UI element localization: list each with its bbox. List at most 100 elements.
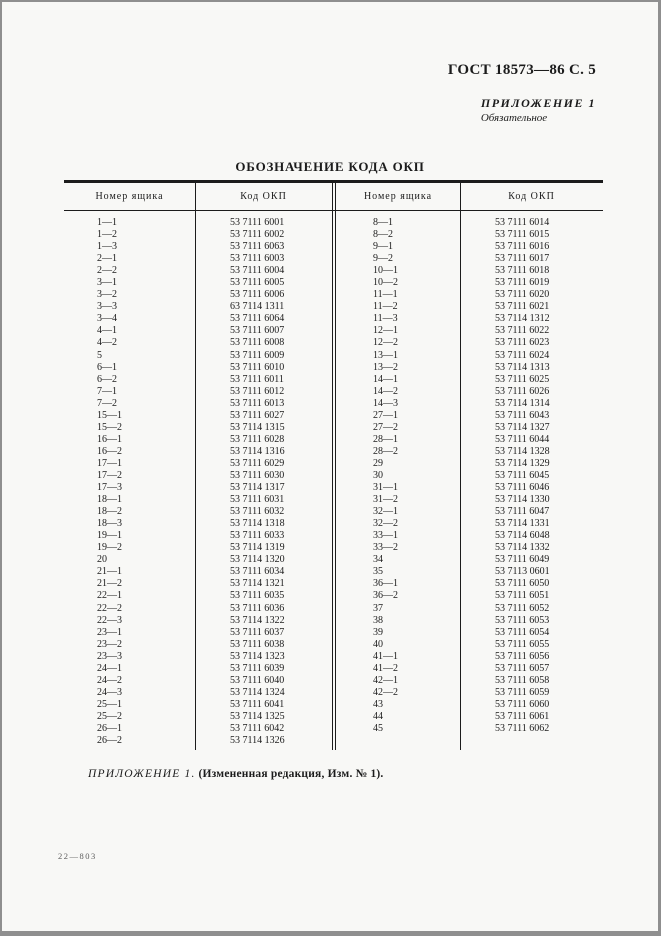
table-row: 41—2 53 7111 6057 — [336, 663, 603, 675]
okp-code-cell: 63 7114 1311 — [230, 301, 285, 313]
box-number-cell: 12—2 — [373, 337, 398, 349]
okp-code-cell: 53 7114 6048 — [495, 530, 550, 542]
okp-code-cell: 53 7111 6047 — [495, 506, 550, 518]
okp-code-cell: 53 7111 6005 — [230, 277, 285, 289]
okp-code-cell: 53 7111 6046 — [495, 482, 550, 494]
okp-code-cell: 53 7111 6012 — [230, 385, 285, 397]
okp-code-cell: 53 7113 0601 — [495, 566, 550, 578]
table-row: 22—3 53 7114 1322 — [64, 615, 332, 627]
okp-code-cell: 53 7114 1322 — [230, 614, 285, 626]
table-row: 19—2 53 7114 1319 — [64, 542, 332, 554]
box-number-cell: 42—1 — [373, 674, 398, 686]
box-number-cell: 8—1 — [373, 217, 393, 228]
okp-code-cell: 53 7114 1327 — [495, 421, 550, 433]
okp-code-cell: 53 7111 6041 — [230, 698, 285, 710]
table-row: 32—2 53 7114 1331 — [336, 518, 603, 530]
okp-code-cell: 53 7111 6052 — [495, 602, 550, 614]
box-number-cell: 33—2 — [373, 542, 398, 554]
table-row: 16—2 53 7114 1316 — [64, 446, 332, 458]
box-number-cell: 18—3 — [97, 518, 122, 530]
table-row: 1—3 53 7111 6063 — [64, 241, 332, 253]
table-body: 1—1 53 7111 6001 1—2 53 7111 6002 1—3 53… — [64, 211, 603, 750]
okp-code-cell: 53 7111 6045 — [495, 469, 550, 481]
box-number-cell: 22—1 — [97, 590, 122, 602]
box-number-cell: 24—2 — [97, 674, 122, 686]
okp-code-cell: 53 7114 1320 — [230, 554, 285, 566]
okp-code-cell: 53 7111 6020 — [495, 289, 550, 301]
table-row: 17—2 53 7111 6030 — [64, 470, 332, 482]
okp-code-cell: 53 7114 1331 — [495, 518, 550, 530]
table-row: 41—1 53 7111 6056 — [336, 651, 603, 663]
okp-code-cell: 53 7114 1315 — [230, 421, 285, 433]
table-row: 32—1 53 7111 6047 — [336, 506, 603, 518]
table-row: 8—2 53 7111 6015 — [336, 229, 603, 241]
table-row: 34 53 7111 6049 — [336, 554, 603, 566]
box-number-cell: 34 — [373, 554, 383, 566]
okp-code-table: Номер ящика Код ОКП Номер ящика Код ОКП … — [64, 180, 603, 750]
box-number-cell: 19—1 — [97, 530, 122, 542]
table-row: 15—2 53 7114 1315 — [64, 422, 332, 434]
box-number-cell: 24—1 — [97, 662, 122, 674]
table-row: 13—1 53 7111 6024 — [336, 350, 603, 362]
box-number-cell: 12—1 — [373, 325, 398, 337]
okp-code-cell: 53 7111 6011 — [230, 373, 284, 385]
box-number-cell: 18—2 — [97, 506, 122, 518]
table-row: 18—1 53 7111 6031 — [64, 494, 332, 506]
table-row: 42—2 53 7111 6059 — [336, 687, 603, 699]
box-number-cell: 4—1 — [97, 325, 117, 337]
okp-code-cell: 53 7114 1321 — [230, 578, 285, 590]
table-row: 3—2 53 7111 6006 — [64, 289, 332, 301]
box-number-cell: 11—3 — [373, 313, 398, 325]
table-row: 6—2 53 7111 6011 — [64, 374, 332, 386]
okp-code-cell: 53 7111 6001 — [230, 217, 285, 228]
table-row: 14—2 53 7111 6026 — [336, 386, 603, 398]
table-row: 16—1 53 7111 6028 — [64, 434, 332, 446]
box-number-cell: 31—1 — [373, 482, 398, 494]
okp-code-cell: 53 7111 6039 — [230, 662, 285, 674]
appendix-sublabel: Обязательное — [480, 112, 548, 124]
okp-code-cell: 53 7111 6059 — [495, 686, 550, 698]
box-number-cell: 20 — [97, 554, 107, 566]
okp-code-cell: 53 7111 6029 — [230, 457, 285, 469]
box-number-cell: 30 — [373, 469, 383, 481]
table-row: 11—2 53 7111 6021 — [336, 301, 603, 313]
okp-code-cell: 53 7111 6008 — [230, 337, 285, 349]
box-number-cell: 28—1 — [373, 433, 398, 445]
table-title: ОБОЗНАЧЕНИЕ КОДА ОКП — [235, 159, 425, 174]
table-row: 26—2 53 7114 1326 — [64, 735, 332, 747]
box-number-cell: 3—3 — [97, 301, 117, 313]
table-row: 36—1 53 7111 6050 — [336, 578, 603, 590]
box-number-cell: 13—2 — [373, 361, 398, 373]
okp-code-cell: 53 7114 1325 — [230, 710, 285, 722]
okp-code-cell: 53 7111 6015 — [495, 229, 550, 241]
table-row: 14—1 53 7111 6025 — [336, 374, 603, 386]
box-number-cell: 21—2 — [97, 578, 122, 590]
table-row: 4—1 53 7111 6007 — [64, 325, 332, 337]
table-row: 21—1 53 7111 6034 — [64, 566, 332, 578]
okp-code-cell: 53 7111 6040 — [230, 674, 285, 686]
table-row: 4—2 53 7111 6008 — [64, 337, 332, 349]
okp-code-cell: 53 7111 6016 — [495, 241, 550, 253]
okp-code-cell: 53 7111 6038 — [230, 638, 285, 650]
box-number-cell: 7—2 — [97, 397, 117, 409]
footer-note: ПРИЛОЖЕНИЕ 1. (Измененная редакция, Изм.… — [88, 768, 384, 780]
okp-code-cell: 53 7111 6026 — [495, 385, 550, 397]
okp-code-cell: 53 7111 6063 — [230, 241, 285, 253]
okp-code-cell: 53 7114 1323 — [230, 650, 285, 662]
okp-code-cell: 53 7111 6033 — [230, 530, 285, 542]
okp-code-cell: 53 7111 6022 — [495, 325, 550, 337]
box-number-cell: 7—1 — [97, 385, 117, 397]
box-number-cell: 44 — [373, 710, 383, 722]
box-number-cell: 1—1 — [97, 217, 117, 228]
box-number-cell: 36—2 — [373, 590, 398, 602]
okp-code-cell: 53 7111 6004 — [230, 265, 285, 277]
box-number-cell: 14—3 — [373, 397, 398, 409]
table-row: 12—1 53 7111 6022 — [336, 325, 603, 337]
box-number-cell: 33—1 — [373, 530, 398, 542]
box-number-cell: 11—1 — [373, 289, 398, 301]
okp-code-cell: 53 7114 1319 — [230, 542, 285, 554]
okp-code-cell: 53 7111 6050 — [495, 578, 550, 590]
box-number-cell: 32—1 — [373, 506, 398, 518]
box-number-cell: 6—2 — [97, 373, 117, 385]
okp-code-cell: 53 7114 1318 — [230, 518, 285, 530]
